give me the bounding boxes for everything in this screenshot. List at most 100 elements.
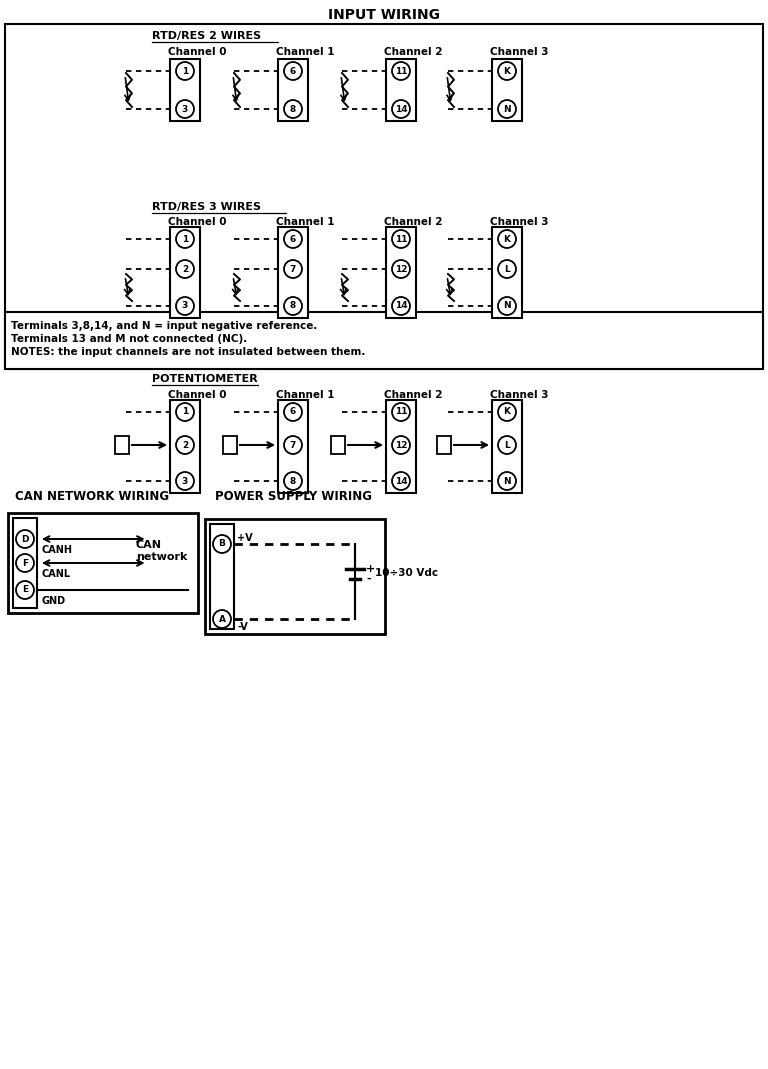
Text: RTD/RES 3 WIRES: RTD/RES 3 WIRES xyxy=(152,202,261,212)
Text: NOTES: the input channels are not insulated between them.: NOTES: the input channels are not insula… xyxy=(11,347,366,357)
Text: 10÷30 Vdc: 10÷30 Vdc xyxy=(375,569,438,578)
Text: POTENTIOMETER: POTENTIOMETER xyxy=(152,374,258,384)
Bar xyxy=(278,400,308,493)
Text: RTD/RES 2 WIRES: RTD/RES 2 WIRES xyxy=(152,31,261,41)
Text: 1: 1 xyxy=(182,66,188,76)
Circle shape xyxy=(213,610,231,628)
Text: +: + xyxy=(366,563,376,573)
Circle shape xyxy=(498,472,516,490)
Circle shape xyxy=(498,436,516,454)
Text: 14: 14 xyxy=(395,301,407,310)
Text: A: A xyxy=(219,615,226,623)
Circle shape xyxy=(176,297,194,315)
Text: 14: 14 xyxy=(395,105,407,113)
Text: E: E xyxy=(22,586,28,594)
Text: K: K xyxy=(504,66,511,76)
Text: Channel 2: Channel 2 xyxy=(384,47,442,57)
Text: F: F xyxy=(22,558,28,568)
Circle shape xyxy=(284,403,302,421)
Bar xyxy=(278,227,308,317)
Text: Channel 1: Channel 1 xyxy=(276,47,334,57)
Circle shape xyxy=(16,530,34,548)
Text: 8: 8 xyxy=(290,477,296,485)
Text: K: K xyxy=(504,234,511,244)
Text: Terminals 3,8,14, and N = input negative reference.: Terminals 3,8,14, and N = input negative… xyxy=(11,321,317,331)
Text: POWER SUPPLY WIRING: POWER SUPPLY WIRING xyxy=(215,491,372,503)
Text: Channel 3: Channel 3 xyxy=(490,47,548,57)
Bar xyxy=(492,400,522,493)
Text: 12: 12 xyxy=(395,440,407,449)
Text: Channel 3: Channel 3 xyxy=(490,217,548,227)
Text: 12: 12 xyxy=(395,264,407,274)
Circle shape xyxy=(284,62,302,80)
Text: +V: +V xyxy=(237,533,253,543)
Text: N: N xyxy=(503,105,511,113)
Text: 14: 14 xyxy=(395,477,407,485)
Text: K: K xyxy=(504,407,511,417)
Circle shape xyxy=(284,436,302,454)
Bar xyxy=(331,436,345,454)
Bar xyxy=(223,436,237,454)
Text: N: N xyxy=(503,477,511,485)
Text: CAN
network: CAN network xyxy=(136,540,187,562)
Text: 7: 7 xyxy=(290,264,296,274)
Text: Channel 2: Channel 2 xyxy=(384,217,442,227)
Circle shape xyxy=(176,403,194,421)
Circle shape xyxy=(498,297,516,315)
Text: 11: 11 xyxy=(395,407,407,417)
Text: 6: 6 xyxy=(290,407,296,417)
Text: GND: GND xyxy=(41,597,65,606)
Bar xyxy=(492,59,522,121)
Text: 8: 8 xyxy=(290,105,296,113)
Circle shape xyxy=(498,403,516,421)
Bar xyxy=(170,227,200,317)
Circle shape xyxy=(284,260,302,278)
Text: Channel 3: Channel 3 xyxy=(490,390,548,400)
Text: -: - xyxy=(366,573,371,584)
Circle shape xyxy=(213,534,231,553)
Circle shape xyxy=(392,230,410,248)
Text: Channel 0: Channel 0 xyxy=(167,47,227,57)
Text: N: N xyxy=(503,301,511,310)
Text: 2: 2 xyxy=(182,440,188,449)
Circle shape xyxy=(176,100,194,118)
Circle shape xyxy=(176,230,194,248)
Text: INPUT WIRING: INPUT WIRING xyxy=(328,7,440,22)
Text: 7: 7 xyxy=(290,440,296,449)
Circle shape xyxy=(392,297,410,315)
Text: CAN NETWORK WIRING: CAN NETWORK WIRING xyxy=(15,491,169,503)
Bar xyxy=(5,24,763,369)
Text: 2: 2 xyxy=(182,264,188,274)
Circle shape xyxy=(176,436,194,454)
Circle shape xyxy=(392,62,410,80)
Bar xyxy=(170,400,200,493)
Circle shape xyxy=(16,554,34,572)
Bar xyxy=(205,520,385,634)
Circle shape xyxy=(392,436,410,454)
Text: Channel 0: Channel 0 xyxy=(167,390,227,400)
Circle shape xyxy=(498,230,516,248)
Circle shape xyxy=(498,100,516,118)
Text: 11: 11 xyxy=(395,66,407,76)
Text: L: L xyxy=(504,440,510,449)
Text: 3: 3 xyxy=(182,105,188,113)
Text: 11: 11 xyxy=(395,234,407,244)
Text: L: L xyxy=(504,264,510,274)
Text: 3: 3 xyxy=(182,477,188,485)
Circle shape xyxy=(392,260,410,278)
Text: 6: 6 xyxy=(290,234,296,244)
Circle shape xyxy=(284,297,302,315)
Text: Terminals 13 and M not connected (NC).: Terminals 13 and M not connected (NC). xyxy=(11,334,247,344)
Bar xyxy=(5,312,763,369)
Bar xyxy=(492,227,522,317)
Circle shape xyxy=(284,100,302,118)
Circle shape xyxy=(392,472,410,490)
Text: 1: 1 xyxy=(182,234,188,244)
Text: Channel 1: Channel 1 xyxy=(276,217,334,227)
Circle shape xyxy=(16,580,34,599)
Bar xyxy=(386,59,416,121)
Text: B: B xyxy=(219,540,226,548)
Text: CANH: CANH xyxy=(41,545,72,555)
Circle shape xyxy=(498,260,516,278)
Circle shape xyxy=(284,230,302,248)
